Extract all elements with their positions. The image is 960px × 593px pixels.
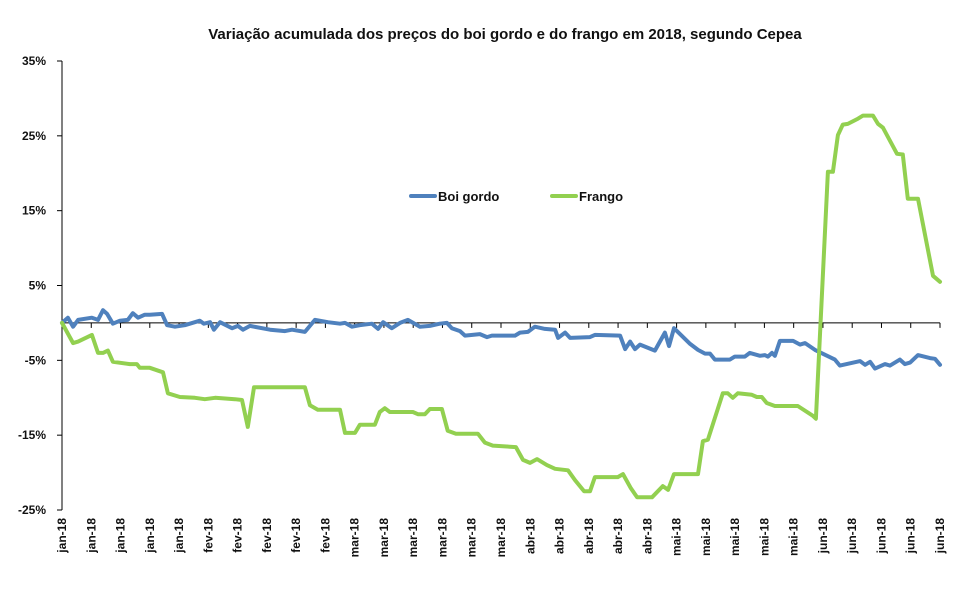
x-tick-label: abr-18 bbox=[582, 518, 596, 554]
x-tick-label: jun-18 bbox=[933, 518, 947, 555]
x-tick-label: jan-18 bbox=[172, 518, 186, 554]
legend-item-frango: Frango bbox=[550, 189, 623, 204]
x-tick-label: mar-18 bbox=[377, 518, 391, 558]
series-line-frango bbox=[60, 113, 942, 500]
x-tick-label: mar-18 bbox=[435, 518, 449, 558]
x-tick-label: mar-18 bbox=[465, 518, 479, 558]
x-tick-label: mai-18 bbox=[670, 518, 684, 556]
legend-label-frango: Frango bbox=[579, 189, 623, 204]
x-tick-label: fev-18 bbox=[260, 518, 274, 553]
x-tick-label: mai-18 bbox=[757, 518, 771, 556]
x-tick-label: mar-18 bbox=[348, 518, 362, 558]
x-tick-label: fev-18 bbox=[318, 518, 332, 553]
x-tick-label: fev-18 bbox=[231, 518, 245, 553]
y-tick-label: 15% bbox=[22, 204, 46, 218]
series-layer bbox=[60, 113, 942, 500]
y-tick-label: -15% bbox=[18, 428, 46, 442]
x-tick-label: mai-18 bbox=[699, 518, 713, 556]
y-tick-label: 25% bbox=[22, 129, 46, 143]
x-tick-label: fev-18 bbox=[289, 518, 303, 553]
y-tick-label: 5% bbox=[29, 279, 47, 293]
x-tick-label: jun-18 bbox=[904, 518, 918, 555]
x-tick-label: jun-18 bbox=[845, 518, 859, 555]
chart-title: Variação acumulada dos preços do boi gor… bbox=[208, 26, 802, 43]
x-tick-label: mar-18 bbox=[406, 518, 420, 558]
x-tick-label: jun-18 bbox=[874, 518, 888, 555]
series-line-boi-gordo bbox=[60, 308, 942, 371]
x-tick-label: mar-18 bbox=[494, 518, 508, 558]
x-tick-label: jan-18 bbox=[84, 518, 98, 554]
x-tick-label: abr-18 bbox=[640, 518, 654, 554]
y-tick-label: 35% bbox=[22, 54, 46, 68]
legend: Boi gordo Frango bbox=[409, 189, 623, 204]
x-tick-label: abr-18 bbox=[611, 518, 625, 554]
x-tick-label: jan-18 bbox=[114, 518, 128, 554]
x-tick-label: jan-18 bbox=[143, 518, 157, 554]
x-tick-label: abr-18 bbox=[553, 518, 567, 554]
legend-label-boi-gordo: Boi gordo bbox=[438, 189, 499, 204]
y-tick-label: -25% bbox=[18, 503, 46, 517]
x-tick-label: mai-18 bbox=[787, 518, 801, 556]
x-tick-label: fev-18 bbox=[201, 518, 215, 553]
x-tick-label: jan-18 bbox=[55, 518, 69, 554]
x-tick-label: abr-18 bbox=[523, 518, 537, 554]
legend-item-boi-gordo: Boi gordo bbox=[409, 189, 499, 204]
x-tick-label: jun-18 bbox=[816, 518, 830, 555]
y-tick-label: -5% bbox=[25, 353, 47, 367]
x-tick-label: mai-18 bbox=[728, 518, 742, 556]
